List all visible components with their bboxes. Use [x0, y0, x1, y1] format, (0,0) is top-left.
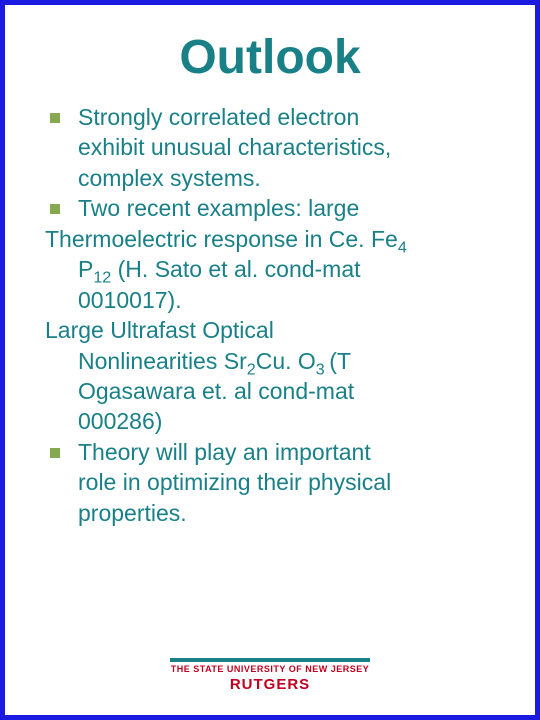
body-text: Strongly correlated electron — [78, 103, 359, 132]
body-text: 000286) — [45, 407, 500, 436]
body-text: Ogasawara et. al cond-mat — [45, 377, 500, 406]
slide-body: Strongly correlated electron exhibit unu… — [35, 103, 505, 658]
body-text: Two recent examples: large — [78, 194, 359, 223]
subscript: 2 — [247, 360, 256, 378]
body-text: properties. — [45, 499, 500, 528]
slide-title: Outlook — [35, 30, 505, 85]
body-text: exhibit unusual characteristics, — [45, 133, 500, 162]
slide-frame: Outlook Strongly correlated electron exh… — [0, 0, 540, 720]
text-fragment: Cu. O — [256, 348, 316, 374]
body-text: P12 (H. Sato et al. cond-mat — [45, 255, 500, 284]
body-text: Theory will play an important — [78, 438, 371, 467]
footer-divider — [170, 658, 370, 662]
text-fragment: Nonlinearities Sr — [78, 348, 247, 374]
bullet-item: Strongly correlated electron — [45, 103, 500, 132]
text-fragment: Thermoelectric response in Ce. Fe — [45, 226, 398, 252]
body-text: Nonlinearities Sr2Cu. O3 (T — [45, 347, 500, 376]
subscript: 12 — [93, 269, 111, 287]
footer-title: RUTGERS — [35, 676, 505, 693]
subscript: 3 — [316, 360, 329, 378]
slide-footer: THE STATE UNIVERSITY OF NEW JERSEY RUTGE… — [35, 658, 505, 705]
footer-subtitle: THE STATE UNIVERSITY OF NEW JERSEY — [35, 664, 505, 674]
bullet-item: Theory will play an important — [45, 438, 500, 467]
square-bullet-icon — [50, 113, 60, 123]
subscript: 4 — [398, 238, 407, 256]
text-fragment: P — [78, 256, 93, 282]
square-bullet-icon — [50, 448, 60, 458]
body-text: Thermoelectric response in Ce. Fe4 — [45, 225, 500, 254]
body-text: role in optimizing their physical — [45, 468, 500, 497]
bullet-item: Two recent examples: large — [45, 194, 500, 223]
text-fragment: (T — [329, 348, 351, 374]
body-text: 0010017). — [45, 286, 500, 315]
text-fragment: (H. Sato et al. cond-mat — [111, 256, 360, 282]
body-text: Large Ultrafast Optical — [45, 316, 500, 345]
body-text: complex systems. — [45, 164, 500, 193]
square-bullet-icon — [50, 204, 60, 214]
